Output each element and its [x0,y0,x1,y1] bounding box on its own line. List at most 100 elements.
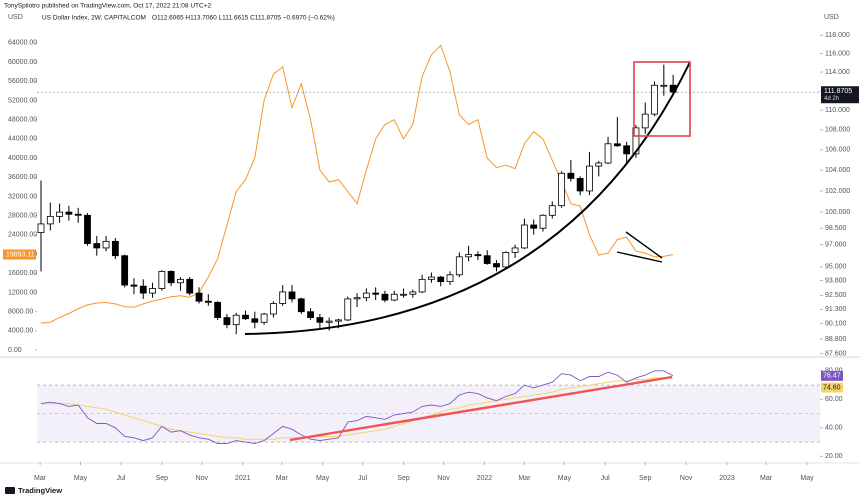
time-tick-label: Nov [680,475,693,482]
logo-text: TradingView [18,486,62,495]
candle-body [567,172,575,179]
left-tick-label: 36000.00 [8,174,37,181]
right-tick-label: 118.000 [825,32,850,39]
time-tick-label: Nov [196,475,209,482]
candle-body [595,162,603,167]
rsi-line [40,370,674,444]
right-tick-label: 88.800 [825,336,847,343]
rsi-ma-last-box [821,382,843,393]
last-price-box [821,86,859,104]
candle-body [604,143,612,164]
right-tick-label: 92.500 [825,292,847,299]
publisher: TonySpilotro published on TradingView.co… [4,3,211,10]
time-tick-label: Jul [358,475,367,482]
candle-body [223,317,231,326]
candle-body [316,317,324,323]
time-tick-label: Sep [639,475,652,482]
candle-body [400,293,407,296]
candle-body [46,215,54,225]
candle-body [84,214,91,244]
rsi-trendline [289,375,673,442]
right-tick-label: 116.000 [825,50,850,57]
candle-body [390,293,398,301]
candle-body [121,255,129,286]
rsi-ma-line [41,377,674,440]
candle-body [269,303,277,315]
right-tick-label: 97.000 [825,241,847,248]
right-tick-label: 90.100 [825,320,847,327]
right-tick-label: 110.000 [825,107,850,114]
candle-body [186,278,194,294]
right-tick-label: 95.000 [825,264,847,271]
candle-body [260,313,268,323]
right-tick-label: 106.000 [825,147,850,154]
candle-body [102,240,110,249]
right-tick-label: 102.000 [825,188,850,195]
candle-body [558,172,565,207]
candle-body [437,276,445,283]
candle-body [428,276,435,280]
left-tick-label: 56000.00 [8,78,37,85]
candle-body [130,284,138,287]
candle-body [177,278,184,284]
left-tick-label: 44000.00 [8,136,37,143]
rsi-last-box [821,370,843,381]
candle-body [530,224,538,229]
time-tick-label: May [558,475,572,482]
candle-body [623,145,631,155]
candle-body [139,285,147,294]
candle-body [251,318,259,323]
candle-body [335,319,342,322]
candle-body [344,298,352,321]
candle-body [307,311,314,318]
left-tick-label: 52000.00 [8,97,37,104]
candle-body [548,205,556,216]
time-tick-label: 2022 [477,475,493,482]
right-tick-label: 104.000 [825,167,850,174]
time-tick-label: 2021 [235,475,251,482]
candle-body [297,298,305,313]
left-tick-label: 4000.00 [8,328,33,335]
overlay-last-label: 19893.11 [6,251,35,258]
candle-body [93,243,101,249]
time-tick-label: Jul [116,475,125,482]
time-tick-label: Sep [156,475,169,482]
wedge-lower [616,251,663,263]
rsi-last-label: 76.47 [823,373,841,380]
left-tick-label: 28000.00 [8,212,37,219]
drawings [244,61,691,442]
candle-body [195,292,203,302]
candle-body [586,165,593,192]
candle-body [651,84,658,115]
time-tick-label: Nov [437,475,450,482]
right-tick-label: 108.000 [825,127,850,134]
symbol-title: US Dollar Index, 2W, CAPITALCOM [42,15,146,22]
rsi-tick-label: 40.00 [825,425,843,432]
candle-body [641,113,649,129]
candle-body [353,297,361,300]
candle-body [418,278,426,293]
left-tick-label: 32000.00 [8,193,37,200]
candle-body [37,223,45,233]
candle-body [493,263,500,268]
left-tick-label: 64000.00 [8,40,37,47]
candle-body [465,254,473,258]
candle-body [409,291,417,295]
overlay-last-box [3,249,36,260]
right-tick-label: 100.000 [825,209,850,216]
left-tick-label: 8000.00 [8,308,33,315]
time-tick-label: May [316,475,330,482]
time-tick-label: Mar [34,475,47,482]
parabolic-curve [244,61,691,335]
right-tick-label: 93.800 [825,277,847,284]
right-axis-unit: USD [824,14,839,21]
candle-body [511,247,519,253]
candle-body [362,292,370,299]
last-price-label: 111.8705 [824,88,852,95]
left-tick-label: 16000.00 [8,270,37,277]
left-tick-label: 40000.00 [8,155,37,162]
left-tick-label: 0.00 [8,347,22,354]
wedge-upper [625,231,663,259]
time-tick-label: Mar [760,475,773,482]
